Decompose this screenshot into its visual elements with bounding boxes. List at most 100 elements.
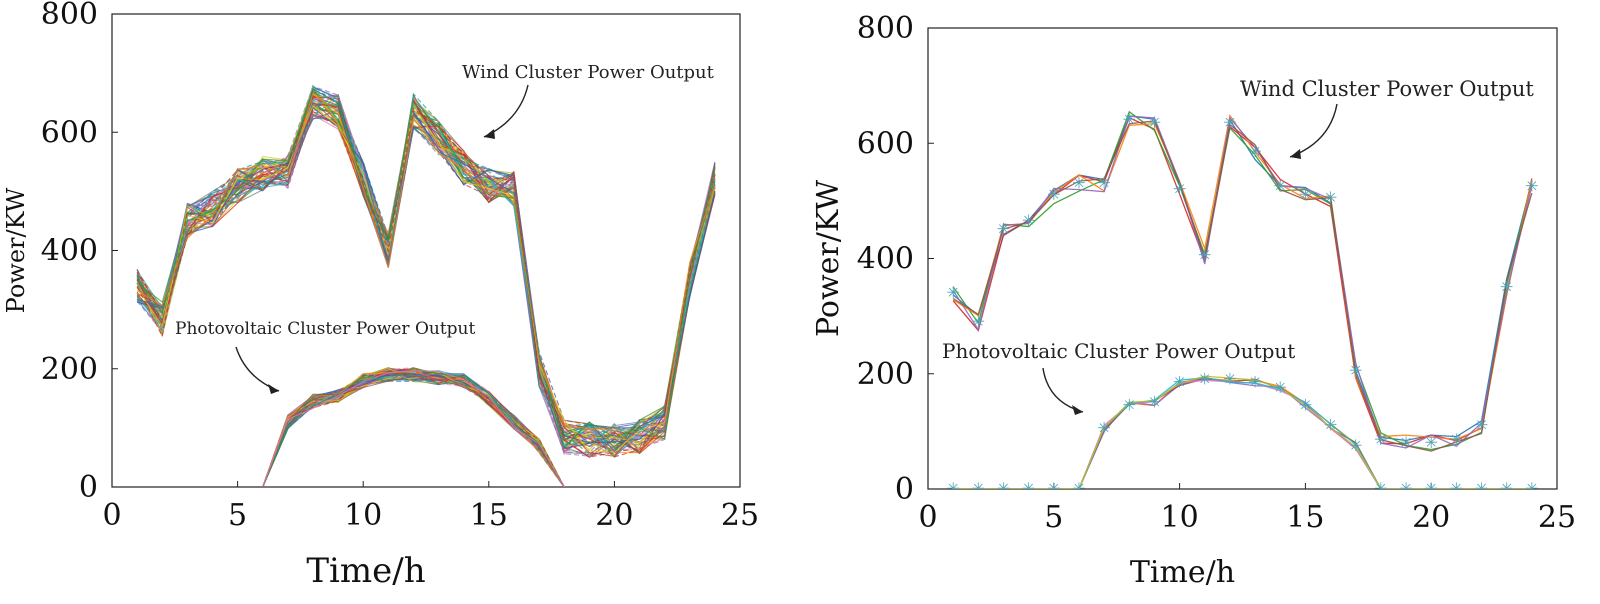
wind-scenario-line — [136, 89, 716, 451]
x-tick-label: 25 — [721, 498, 759, 533]
scenario-marker: ✳ — [1374, 432, 1387, 449]
wind-scenario-line — [136, 96, 716, 458]
data-area: ✳✳✳✳✳✳ ✳✳ ✳✳✳✳✳✳✳ ✳✳✳ ✳ ✳ ✳✳✳✳✳ ✳ ✳ ✳ ✳ ✳✳✳ ✳✳ ✳ ✳ ✳ ✳✳✳… — [946, 110, 1539, 498]
scenario-marker: ✳ — [1399, 435, 1412, 452]
wind-scenario-line — [136, 86, 716, 454]
pv-annotation-arrow — [1042, 367, 1084, 413]
scenario-marker: ✳ — [1274, 178, 1287, 195]
scenario-marker: ✳ — [1097, 176, 1110, 193]
wind-scenario-line — [136, 114, 716, 446]
wind-scenario-line — [136, 95, 716, 458]
wind-scenario-line — [136, 104, 716, 453]
wind-scenario-line — [136, 97, 716, 454]
wind-scenario-line — [952, 115, 1533, 442]
scenario-marker: ✳ — [1148, 395, 1161, 412]
scenario-marker: ✳ — [1198, 248, 1211, 265]
scenario-marker: ✳ — [1475, 481, 1488, 498]
wind-annotation: Wind Cluster Power Output — [1240, 77, 1534, 101]
wind-scenario-line — [136, 110, 716, 448]
wind-scenario-line — [136, 95, 716, 441]
scenario-marker: ✳ — [1198, 372, 1211, 389]
x-tick-label: 15 — [1286, 500, 1324, 535]
x-tick-label: 15 — [470, 498, 508, 533]
wind-scenario-line — [136, 93, 716, 451]
scenario-marker: ✳ — [1324, 190, 1337, 207]
wind-scenario-line — [136, 85, 716, 453]
pv-scenario-line — [262, 375, 565, 487]
scenario-marker: ✳ — [1299, 397, 1312, 414]
y-tick-label: 0 — [895, 472, 914, 507]
wind-scenario-line — [136, 115, 716, 449]
y-axis-label: Power/KW — [811, 180, 846, 337]
scenario-marker: ✳ — [1072, 481, 1085, 498]
wind-scenario-line — [136, 85, 716, 444]
scenario-marker: ✳ — [946, 481, 959, 498]
y-tick-label: 600 — [857, 126, 914, 161]
wind-scenario-line — [136, 106, 716, 444]
wind-scenario-line — [136, 85, 716, 458]
wind-scenario-line — [136, 109, 716, 455]
scenario-marker: ✳ — [946, 285, 959, 302]
x-axis-label: Time/h — [306, 551, 425, 591]
scenario-marker: ✳ — [1475, 418, 1488, 435]
wind-scenario-line — [136, 95, 716, 447]
wind-scenario-line — [136, 98, 716, 458]
wind-scenario-line — [136, 101, 716, 457]
scenario-marker: ✳ — [997, 481, 1010, 498]
data-area — [136, 84, 716, 487]
x-axis-label: Time/h — [1130, 555, 1235, 590]
wind-scenario-line — [136, 105, 716, 451]
wind-scenario-line — [952, 110, 1533, 451]
wind-scenario-line — [136, 98, 716, 459]
scenario-marker: ✳ — [1022, 213, 1035, 230]
scenario-marker: ✳ — [1399, 481, 1412, 498]
wind-scenario-line — [136, 85, 716, 457]
y-tick-label: 800 — [41, 0, 98, 32]
x-tick-label: 25 — [1538, 500, 1576, 535]
x-tick-label: 0 — [918, 500, 937, 535]
wind-scenario-line — [136, 96, 716, 457]
scenario-marker: ✳ — [1123, 112, 1136, 129]
scenario-marker: ✳ — [1450, 481, 1463, 498]
scenario-marker: ✳ — [1349, 363, 1362, 380]
scenario-marker: ✳ — [1299, 187, 1312, 204]
wind-scenario-line — [136, 85, 716, 456]
left-chart-panel: 0 5 10 15 20 25 0 200 400 600 800 Time/h Power/KW Win… — [2, 0, 759, 591]
wind-scenario-line — [136, 88, 716, 449]
wind-scenario-line — [136, 102, 716, 439]
pv-scenario-line — [262, 369, 565, 487]
wind-scenario-line — [136, 104, 716, 438]
scenario-marker: ✳ — [1248, 144, 1261, 161]
pv-scenario-line — [953, 378, 1532, 489]
x-tick-label: 5 — [1044, 500, 1063, 535]
wind-series: ✳ ✳ ✳ ✳ ✳ ✳ ✳ ✳ ✳ ✳ ✳ ✳ ✳ ✳ ✳ ✳ ✳ ✳ ✳ ✳ ✳ ✳ ✳ ✳ — [946, 110, 1539, 452]
wind-scenario-line — [136, 94, 716, 443]
wind-scenario-line — [136, 96, 716, 447]
wind-scenario-line — [136, 94, 716, 453]
scenario-marker: ✳ — [1500, 279, 1513, 296]
wind-scenario-line — [136, 113, 716, 458]
wind-annotation: Wind Cluster Power Output — [462, 62, 715, 83]
pv-annotation: Photovoltaic Cluster Power Output — [942, 339, 1295, 363]
wind-scenario-line — [137, 96, 716, 457]
wind-scenario-line — [136, 105, 716, 449]
scenario-marker: ✳ — [1349, 438, 1362, 455]
scenario-marker: ✳ — [1022, 481, 1035, 498]
wind-scenario-line — [136, 96, 716, 440]
arrow-head — [484, 129, 495, 139]
scenario-marker: ✳ — [1223, 372, 1236, 389]
scenario-marker: ✳ — [1173, 181, 1186, 198]
scenario-marker: ✳ — [1223, 115, 1236, 132]
y-tick-label: 400 — [857, 242, 914, 277]
scenario-marker: ✳ — [1424, 481, 1437, 498]
pv-scenario-line — [953, 376, 1532, 489]
x-tick-label: 20 — [1412, 500, 1450, 535]
wind-annotation-arrow — [1289, 103, 1338, 158]
scenario-marker: ✳ — [1324, 418, 1337, 435]
wind-scenario-line — [136, 100, 716, 444]
scenario-marker: ✳ — [1525, 481, 1538, 498]
pv-scenario-line — [953, 377, 1532, 489]
wind-scenario-line — [136, 93, 716, 453]
arrow-head — [1290, 149, 1301, 159]
